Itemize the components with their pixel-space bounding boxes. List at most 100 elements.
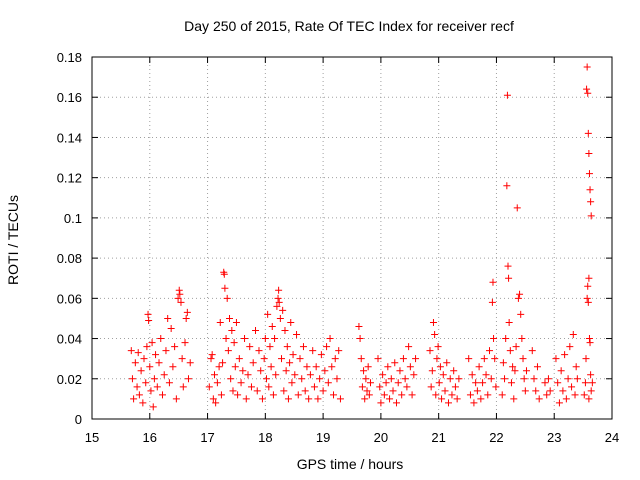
data-point (280, 387, 288, 395)
data-point (386, 395, 394, 403)
data-point (486, 347, 494, 355)
data-point (264, 310, 272, 318)
data-point (321, 367, 329, 375)
data-point (480, 355, 488, 363)
data-point (585, 170, 593, 178)
data-point (582, 355, 590, 363)
data-point (140, 355, 148, 363)
x-tick-label: 17 (200, 430, 214, 445)
data-point (273, 302, 281, 310)
data-point (439, 371, 447, 379)
data-point (288, 379, 296, 387)
data-point (271, 335, 279, 343)
data-point (336, 395, 344, 403)
data-point (183, 308, 191, 316)
data-point (174, 294, 182, 302)
data-point (312, 363, 320, 371)
data-point (165, 379, 173, 387)
data-point (328, 363, 336, 371)
data-point (559, 387, 567, 395)
y-tick-label: 0.18 (57, 50, 82, 65)
grid-lines (92, 57, 612, 419)
data-point (446, 375, 454, 383)
data-point (306, 371, 314, 379)
data-point (335, 347, 343, 355)
data-point (207, 355, 215, 363)
data-point (175, 286, 183, 294)
data-point (431, 331, 439, 339)
data-point (246, 343, 254, 351)
data-point (234, 391, 242, 399)
data-point (331, 355, 339, 363)
data-point (587, 387, 595, 395)
y-tick-label: 0.16 (57, 90, 82, 105)
data-point (324, 379, 332, 387)
data-point (284, 395, 292, 403)
data-point (505, 274, 513, 282)
y-tick-label: 0.04 (57, 332, 82, 347)
data-point (220, 270, 228, 278)
data-point (543, 391, 551, 399)
data-point (504, 262, 512, 270)
data-point (361, 395, 369, 403)
data-point (408, 391, 416, 399)
data-point (513, 204, 521, 212)
x-tick-label: 18 (258, 430, 272, 445)
data-point (517, 310, 525, 318)
data-point (585, 395, 593, 403)
data-point (314, 395, 322, 403)
data-point (475, 363, 483, 371)
data-point (323, 343, 331, 351)
data-point (490, 335, 498, 343)
data-point (150, 375, 158, 383)
data-point (258, 395, 266, 403)
data-point (283, 343, 291, 351)
y-tick-label: 0.06 (57, 291, 82, 306)
data-point (583, 294, 591, 302)
data-point (171, 343, 179, 351)
data-point (162, 347, 170, 355)
data-point (392, 399, 400, 407)
data-point (557, 367, 565, 375)
data-point (244, 371, 252, 379)
data-point (164, 314, 172, 322)
data-point (583, 63, 591, 71)
data-point (355, 322, 363, 330)
data-point (127, 347, 135, 355)
data-point (237, 379, 245, 387)
data-point (377, 399, 385, 407)
data-point (186, 359, 194, 367)
data-point (363, 387, 371, 395)
chart-title: Day 250 of 2015, Rate Of TEC Index for r… (184, 18, 514, 34)
x-tick-label: 23 (547, 430, 561, 445)
data-point (228, 327, 236, 335)
data-point (465, 355, 473, 363)
data-point (333, 375, 341, 383)
data-point (426, 347, 434, 355)
x-tick-label: 21 (431, 430, 445, 445)
data-point (274, 294, 282, 302)
data-point (160, 371, 168, 379)
data-point (479, 379, 487, 387)
data-point (222, 335, 230, 343)
data-point (566, 343, 574, 351)
data-point (587, 371, 595, 379)
data-point (572, 363, 580, 371)
data-point (581, 379, 589, 387)
data-point (208, 351, 216, 359)
data-point (502, 335, 510, 343)
data-point (520, 375, 528, 383)
data-point (305, 395, 313, 403)
data-points (127, 63, 596, 411)
data-point (441, 387, 449, 395)
data-point (317, 351, 325, 359)
data-point (155, 359, 163, 367)
data-point (133, 383, 141, 391)
data-point (149, 403, 157, 411)
plot-frame (91, 56, 613, 420)
data-point (227, 375, 235, 383)
data-point (213, 379, 221, 387)
data-point (568, 383, 576, 391)
data-point (152, 351, 160, 359)
data-point (267, 363, 275, 371)
